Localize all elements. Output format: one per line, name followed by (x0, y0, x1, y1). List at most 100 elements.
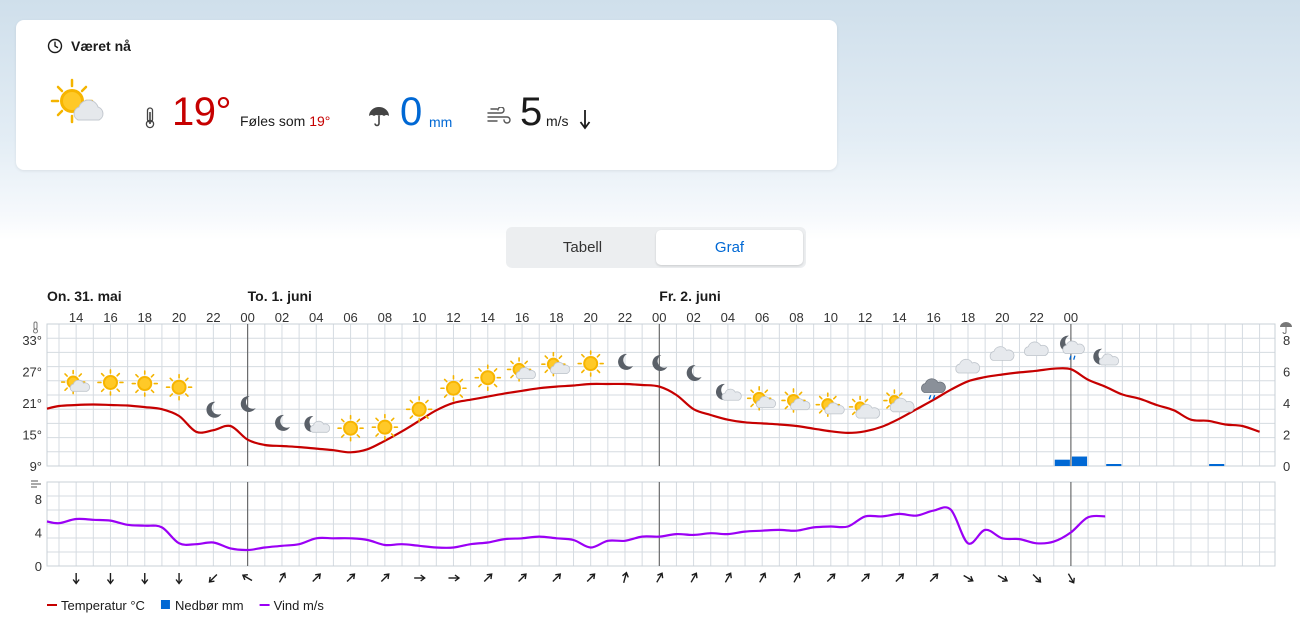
arrow-shaft (1067, 573, 1075, 583)
cloud-shape (989, 346, 1015, 361)
sun-rays (371, 413, 399, 441)
sun-icon (577, 350, 604, 377)
arrow-head (175, 579, 183, 585)
thermometer-icon (145, 107, 155, 129)
wind-direction-arrow-icon (346, 573, 356, 583)
view-toggle: Tabell Graf (506, 227, 806, 268)
sun-ray (100, 388, 105, 393)
sun-ray (425, 399, 429, 404)
partly-cloudy-day-icon (60, 369, 91, 395)
arrow-shaft (793, 573, 800, 583)
sun-ray (886, 392, 890, 397)
sun-ray (596, 353, 601, 358)
hour-tick-label: 08 (789, 310, 803, 325)
moon-shape (618, 353, 633, 370)
cloud-icon (989, 346, 1015, 361)
current-weather-card: Været nå 19° Føles som 19° 0 mm 5 (16, 20, 837, 170)
partly-cloudy-day-icon (506, 357, 536, 382)
hour-tick-label: 02 (275, 310, 289, 325)
precipitation-bar (1106, 464, 1122, 466)
arrow-shaft (724, 573, 731, 583)
sun-rays (131, 370, 159, 397)
sun-core (413, 403, 425, 415)
umbrella-icon (1280, 322, 1292, 334)
sun-core (447, 382, 459, 394)
cloud-shape (755, 396, 777, 408)
hour-tick-label: 00 (652, 310, 666, 325)
wind-direction-arrow-icon (241, 573, 253, 582)
sun-ray (425, 415, 429, 419)
arrow-head (279, 572, 287, 579)
sun-ray (64, 387, 68, 391)
arrow-head (932, 573, 939, 580)
sun-ray (818, 409, 823, 414)
hour-tick-label: 22 (618, 310, 632, 325)
hour-tick-label: 14 (892, 310, 906, 325)
arrow-head (1068, 577, 1075, 584)
sun-icon (97, 369, 124, 396)
moon-icon (206, 401, 222, 418)
precipitation-bar (1209, 464, 1225, 466)
hour-tick-label: 02 (686, 310, 700, 325)
cloud-icon (1024, 341, 1049, 357)
partly-cloudy-day-icon (815, 392, 845, 417)
wind-axis-label: 8 (35, 492, 42, 507)
sun-ray (851, 398, 856, 403)
arrow-head (760, 572, 767, 579)
precip-axis-label: 6 (1283, 364, 1290, 379)
wind-direction-arrow-icon (586, 573, 596, 583)
sun-ray (184, 377, 189, 382)
wind-axis-label: 4 (35, 525, 42, 540)
sun-icon (405, 395, 433, 423)
arrow-head (383, 573, 390, 580)
hour-tick-label: 18 (961, 310, 975, 325)
forecast-chart: On. 31. mai To. 1. juni Fr. 2. juni 14 16 18 2… (22, 288, 1292, 613)
sun-ray (340, 418, 345, 423)
arrow-shaft (1032, 573, 1041, 583)
legend-label: Vind m/s (274, 598, 325, 613)
current-weather-title: Været nå (47, 38, 131, 54)
arrow-head (454, 574, 461, 582)
sun-ray (409, 415, 414, 419)
sun-ray (169, 377, 174, 382)
precip-axis-label: 8 (1283, 333, 1290, 348)
arrow-head (141, 579, 149, 585)
cloud-icon (955, 358, 981, 374)
hour-tick-label: 06 (755, 310, 769, 325)
arrow-head (691, 572, 698, 579)
night-rain-icon (1060, 335, 1085, 360)
arrow-shaft (623, 572, 627, 584)
sun-ray (356, 434, 361, 438)
hour-tick-label: 04 (721, 310, 735, 325)
tab-table[interactable]: Tabell (562, 239, 603, 256)
current-temperature: 19° (172, 90, 232, 134)
wind-icon (31, 480, 41, 488)
sun-ray (100, 372, 105, 377)
cloudy-night-icon (304, 416, 331, 433)
wind-direction-arrow-icon (312, 573, 321, 583)
tab-graph[interactable]: Graf (656, 230, 803, 265)
wind-direction-arrow-icon (793, 572, 801, 583)
sun-ray (750, 403, 754, 408)
precipitation-bar (1071, 456, 1088, 466)
sun-ray (150, 373, 155, 378)
wind-direction-arrow-icon (175, 573, 183, 585)
sun-core (345, 422, 357, 434)
sun-ray (64, 373, 68, 377)
sun-core (585, 358, 597, 370)
current-wind-speed: 5 (520, 90, 543, 134)
sun-ray (798, 391, 803, 396)
sun-ray (409, 399, 414, 404)
feels-like-label: Føles som (240, 113, 306, 129)
rain-drops (1069, 355, 1076, 360)
sun-core (379, 421, 391, 433)
wind-direction-arrow-icon (997, 574, 1009, 583)
sun-rays (440, 374, 467, 402)
arrow-shaft (552, 573, 561, 583)
arrow-shaft (209, 573, 218, 583)
sun-ray (459, 394, 464, 398)
sun-ray (558, 355, 563, 359)
cloud-shape (921, 378, 946, 393)
partly-cloudy-day-icon (50, 78, 104, 124)
wind-unit: m/s (546, 113, 569, 129)
